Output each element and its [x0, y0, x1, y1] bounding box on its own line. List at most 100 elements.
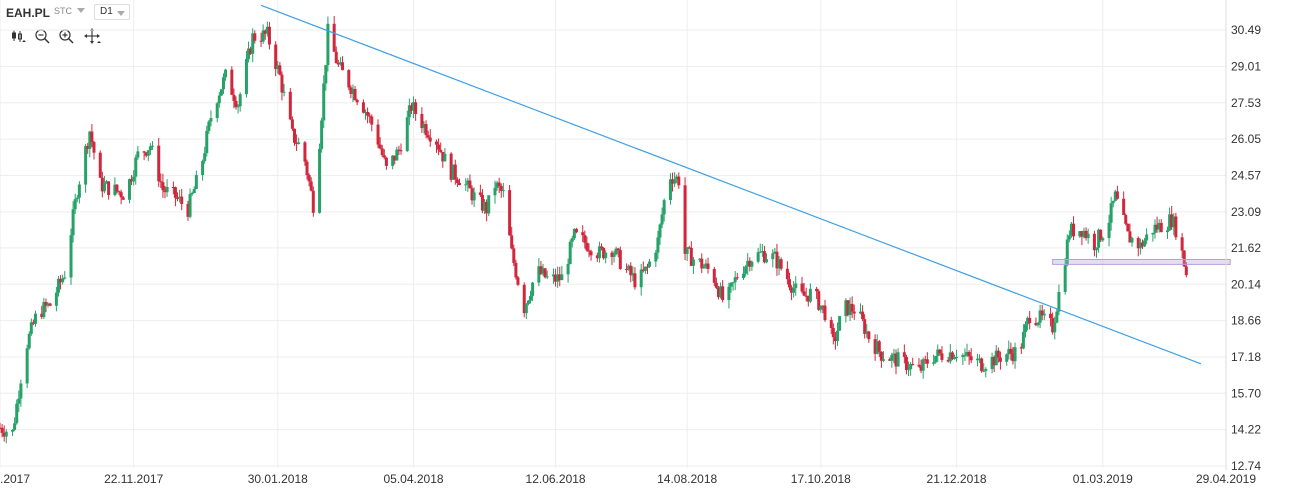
candle-bear	[1084, 227, 1088, 241]
candle-bull	[1157, 219, 1161, 233]
candle-body	[19, 383, 23, 399]
candle-body	[1013, 347, 1017, 362]
candle-bear	[382, 149, 386, 160]
candle-body	[1011, 353, 1015, 362]
candle-bull	[545, 270, 549, 280]
candle-bull	[1168, 207, 1172, 232]
candles-icon[interactable]	[10, 28, 28, 44]
candle-bull	[215, 101, 219, 123]
candle-body	[551, 274, 555, 277]
candle-bull	[422, 121, 426, 134]
candle-body	[15, 403, 19, 424]
candle-bear	[641, 261, 645, 273]
candle-bear	[144, 152, 148, 158]
candle-bear	[409, 102, 413, 114]
candle-body	[733, 277, 737, 283]
candle-body	[729, 283, 733, 287]
move-icon[interactable]	[84, 28, 102, 44]
candle-bull	[551, 268, 555, 284]
candle-bear	[877, 339, 881, 357]
candle-body	[1184, 266, 1188, 276]
candle-bear	[295, 134, 299, 151]
candle-body	[90, 131, 94, 143]
candle-bear	[40, 305, 44, 320]
candle-bear	[716, 285, 720, 300]
candle-body	[1042, 313, 1046, 316]
candle-body	[1019, 347, 1023, 349]
candle-body	[282, 91, 286, 93]
candle-bull	[675, 174, 679, 184]
candle-body	[873, 339, 877, 354]
candle-bull	[1026, 316, 1030, 331]
candle-body	[230, 69, 234, 95]
candle-bull	[1153, 219, 1157, 239]
candle-bear	[349, 85, 353, 99]
candle-bull	[685, 247, 689, 262]
candle-body	[946, 359, 950, 362]
candle-bear	[940, 346, 944, 363]
candle-bear	[457, 178, 461, 186]
candle-bull	[994, 344, 998, 366]
candle-body	[1157, 222, 1161, 230]
candle-bear	[1028, 311, 1032, 330]
candle-bull	[483, 199, 487, 214]
candle-bear	[253, 30, 257, 44]
candle-body	[716, 287, 720, 298]
candle-bull	[464, 178, 468, 191]
candle-body	[792, 288, 796, 293]
candle-bull	[405, 110, 409, 152]
candle-bear	[142, 150, 146, 161]
y-tick-label: 27.53	[1231, 96, 1261, 110]
candle-bull	[566, 258, 570, 283]
candle-body	[748, 260, 752, 267]
candle-bear	[904, 354, 908, 375]
candle-bear	[996, 347, 1000, 363]
candle-body	[984, 368, 988, 371]
trendline	[260, 4, 1202, 365]
candle-body	[159, 181, 163, 183]
candle-bull	[794, 276, 798, 296]
candle-bull	[1151, 232, 1155, 242]
candle-bear	[1128, 223, 1132, 243]
candle-body	[215, 103, 219, 119]
candle-body	[919, 366, 923, 371]
candle-body	[631, 273, 635, 276]
candle-body	[936, 349, 940, 356]
candle-body	[1095, 247, 1099, 251]
candle-bull	[978, 354, 982, 364]
candle-bull	[572, 228, 576, 241]
candle-body	[817, 291, 821, 310]
candle-bull	[1143, 237, 1147, 247]
candle-body	[466, 180, 470, 185]
candle-bear	[706, 257, 710, 274]
candle-bull	[1021, 324, 1025, 350]
candle-body	[29, 322, 33, 334]
candle-body	[516, 277, 520, 285]
candle-body	[865, 331, 869, 334]
candle-body	[800, 283, 804, 292]
candle-bull	[443, 148, 447, 162]
candle-bull	[13, 417, 17, 432]
candle-body	[1115, 191, 1119, 199]
candle-bear	[785, 261, 789, 285]
candle-bull	[1038, 304, 1042, 329]
candle-body	[1097, 229, 1101, 248]
candle-bull	[1172, 213, 1176, 236]
candle-bear	[919, 359, 923, 374]
market-dropdown[interactable]: STC	[54, 6, 85, 16]
candle-body	[539, 266, 543, 274]
candle-bear	[992, 355, 996, 373]
candle-body	[382, 155, 386, 158]
timeframe-dropdown[interactable]: D1	[94, 4, 130, 20]
candle-bear	[86, 143, 90, 154]
candle-bull	[729, 282, 733, 293]
candle-body	[1168, 214, 1172, 231]
candle-bear	[1040, 304, 1044, 321]
candle-bull	[756, 247, 760, 264]
candle-bull	[1007, 340, 1011, 360]
candle-bear	[616, 247, 620, 258]
candle-bear	[48, 302, 52, 307]
candle-body	[136, 151, 140, 158]
candle-bull	[105, 179, 109, 184]
